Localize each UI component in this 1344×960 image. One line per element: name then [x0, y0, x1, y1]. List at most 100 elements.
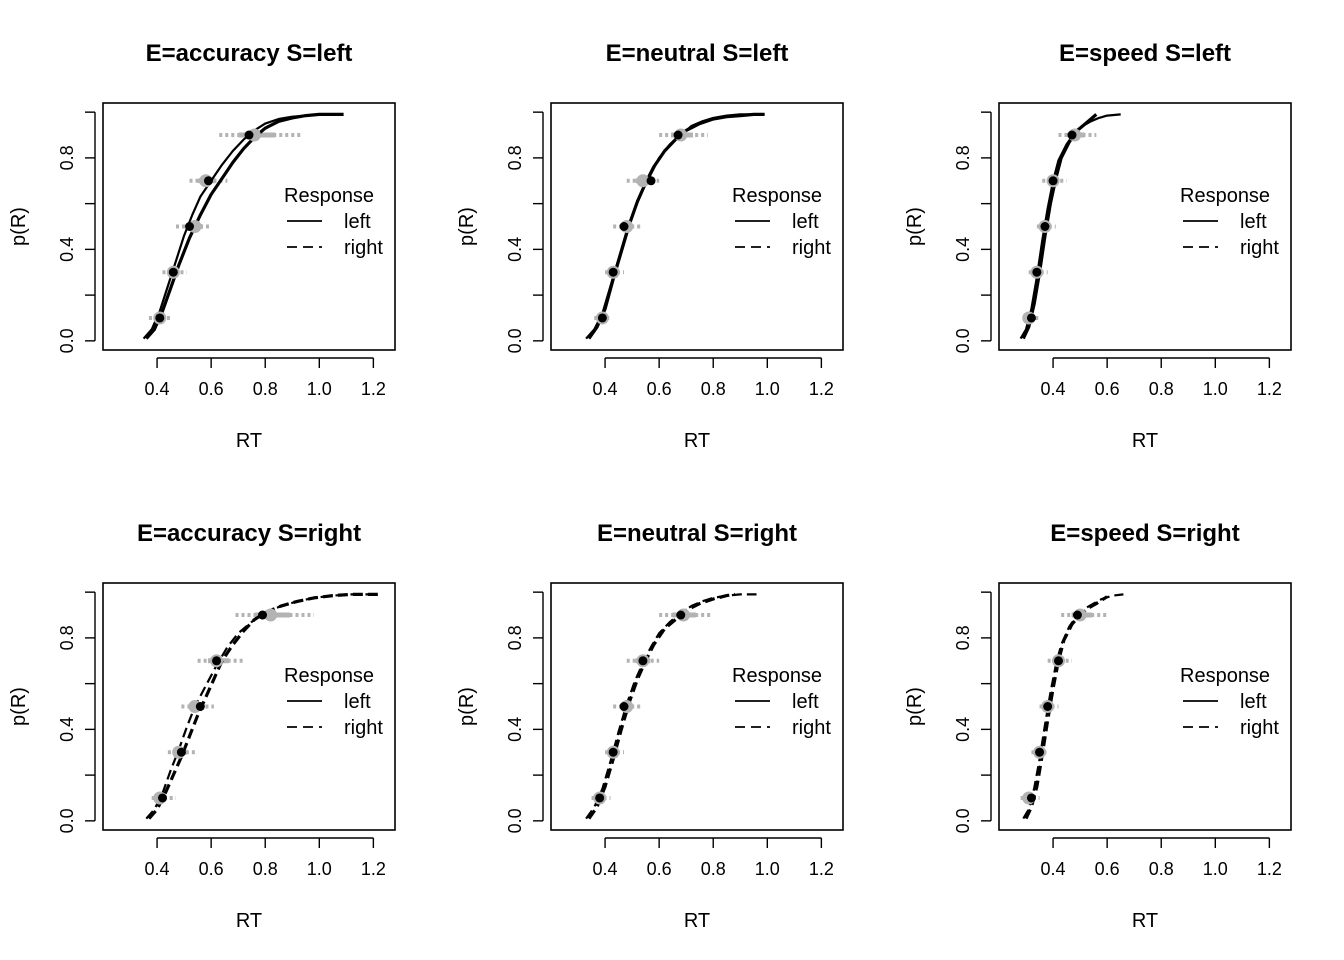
x-tick-label: 0.8: [701, 859, 726, 879]
y-tick-label: 0.4: [57, 237, 77, 262]
plot-frame: [998, 582, 1292, 831]
x-tick-label: 1.0: [1203, 859, 1228, 879]
cdf-line-left: [585, 113, 765, 340]
x-tick-label: 1.0: [307, 379, 332, 399]
x-tick-label: 1.2: [809, 379, 834, 399]
x-tick-label: 0.4: [1041, 379, 1066, 399]
observed-point: [673, 130, 683, 140]
x-tick-label: 1.2: [1257, 859, 1282, 879]
x-axis-title: RT: [684, 910, 710, 932]
cdf-line-right: [587, 592, 736, 820]
x-tick-label: 0.4: [145, 379, 170, 399]
x-tick-label: 0.4: [593, 379, 618, 399]
x-tick-label: 0.6: [647, 859, 672, 879]
y-tick-label: 0.8: [953, 625, 973, 650]
plot-frame: [102, 582, 396, 831]
y-axis-title: p(R): [8, 687, 30, 726]
x-tick-label: 1.0: [755, 379, 780, 399]
x-axis-title: RT: [684, 430, 710, 452]
y-tick-label: 0.4: [505, 717, 525, 742]
y-tick-label: 0.4: [57, 717, 77, 742]
legend: Response left right: [732, 185, 831, 259]
legend: Response left right: [732, 665, 831, 739]
observed-point: [203, 176, 213, 186]
cdf-line-right: [585, 593, 757, 820]
y-tick-label: 0.0: [953, 808, 973, 833]
observed-point: [1067, 130, 1077, 140]
panel-title: E=accuracy S=left: [146, 40, 353, 67]
cdf-line-left: [145, 112, 344, 340]
observed-point: [638, 656, 648, 666]
panel-2: E=neutral S=left 0.4 0.6 0.8 1.0 1.2 RT 0.0 0.4 0…: [456, 40, 844, 452]
observed-point: [1053, 656, 1063, 666]
legend-label-right: right: [1240, 717, 1279, 739]
legend: Response left right: [1180, 665, 1279, 739]
observed-point: [195, 702, 205, 711]
legend-label-left: left: [344, 211, 371, 233]
cdf-line-left: [587, 112, 765, 340]
y-axis-title: p(R): [904, 207, 926, 246]
observed-point: [676, 610, 686, 620]
legend-title: Response: [732, 665, 822, 687]
observed-point: [185, 222, 195, 231]
panel-4: E=accuracy S=right 0.4 0.6 0.8 1.0 1.2 RT 0.0 0.…: [8, 520, 396, 932]
observed-point: [1035, 747, 1045, 757]
y-tick-label: 0.0: [57, 808, 77, 833]
x-tick-label: 0.8: [253, 859, 278, 879]
legend-title: Response: [284, 665, 374, 687]
legend-label-right: right: [1240, 237, 1279, 259]
legend-label-right: right: [344, 237, 383, 259]
observed-point: [619, 702, 629, 711]
panel-title: E=speed S=right: [1050, 520, 1239, 547]
x-axis-title: RT: [1132, 910, 1158, 932]
x-tick-label: 0.6: [1095, 379, 1120, 399]
x-tick-label: 0.8: [1149, 379, 1174, 399]
legend-label-right: right: [792, 717, 831, 739]
observed-point: [608, 747, 618, 757]
x-tick-label: 1.0: [307, 859, 332, 879]
y-tick-label: 0.0: [505, 808, 525, 833]
x-tick-label: 0.4: [1041, 859, 1066, 879]
y-tick-label: 0.0: [953, 328, 973, 353]
observed-point: [597, 313, 607, 323]
observed-point: [619, 222, 629, 231]
y-axis-title: p(R): [456, 207, 478, 246]
legend-title: Response: [1180, 665, 1270, 687]
y-tick-label: 0.8: [57, 625, 77, 650]
cdf-line-left: [1019, 113, 1121, 340]
x-tick-label: 0.8: [253, 379, 278, 399]
plot-frame: [102, 102, 396, 351]
legend: Response left right: [284, 185, 383, 259]
legend: Response left right: [1180, 185, 1279, 259]
plot-frame: [998, 102, 1292, 351]
observed-point: [1072, 610, 1082, 620]
y-axis-title: p(R): [904, 687, 926, 726]
cdf-line-right: [147, 592, 379, 820]
observed-point: [608, 267, 618, 277]
x-tick-label: 0.6: [199, 379, 224, 399]
y-tick-label: 0.4: [953, 717, 973, 742]
panel-title: E=accuracy S=right: [137, 520, 361, 547]
x-tick-label: 0.4: [593, 859, 618, 879]
y-tick-label: 0.4: [953, 237, 973, 262]
x-tick-label: 0.8: [701, 379, 726, 399]
x-tick-label: 1.0: [1203, 379, 1228, 399]
observed-point: [155, 313, 165, 323]
predicted-point: [636, 174, 650, 188]
y-tick-label: 0.8: [505, 625, 525, 650]
x-tick-label: 0.6: [647, 379, 672, 399]
observed-point: [1026, 793, 1036, 803]
y-tick-label: 0.4: [505, 237, 525, 262]
x-axis-title: RT: [236, 430, 262, 452]
legend-title: Response: [1180, 185, 1270, 207]
panel-1: E=accuracy S=left 0.4 0.6 0.8 1.0 1.2 RT 0.0 0.4…: [8, 40, 396, 452]
legend-label-right: right: [344, 717, 383, 739]
x-tick-label: 1.2: [361, 379, 386, 399]
panel-6: E=speed S=right 0.4 0.6 0.8 1.0 1.2 RT 0.0 0.4 0.…: [904, 520, 1292, 932]
x-tick-label: 1.0: [755, 859, 780, 879]
y-tick-label: 0.0: [57, 328, 77, 353]
panel-5: E=neutral S=right 0.4 0.6 0.8 1.0 1.2 RT 0.0 0.4…: [456, 520, 844, 932]
x-tick-label: 1.2: [1257, 379, 1282, 399]
legend-title: Response: [732, 185, 822, 207]
